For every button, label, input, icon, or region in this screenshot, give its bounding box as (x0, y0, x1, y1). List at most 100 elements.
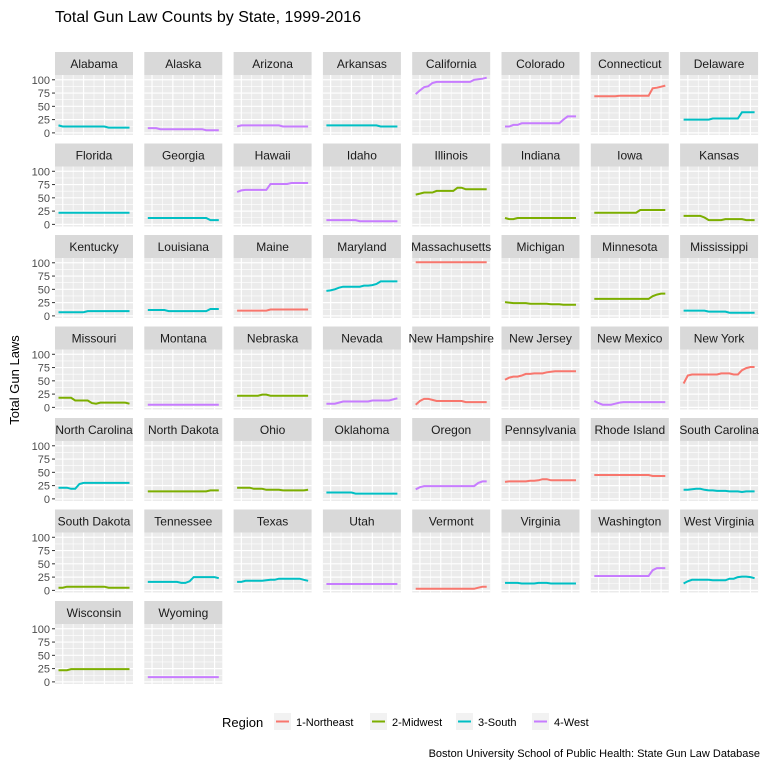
facet-strip (144, 509, 223, 533)
facet-strip (412, 143, 491, 167)
series-line-maryland (326, 280, 398, 292)
y-tick-label: 100 (32, 532, 50, 544)
series-line-south-dakota (58, 585, 130, 589)
facet-strip (322, 52, 401, 75)
facet-panel: New York (680, 326, 759, 410)
facet-strip-label: Wisconsin (67, 606, 122, 620)
series-line-virginia (505, 581, 576, 585)
y-tick-label: 50 (38, 101, 50, 113)
y-tick-label: 75 (38, 363, 50, 375)
facet-strip (144, 601, 223, 624)
facet-strip (412, 509, 491, 533)
facet-panel: Illinois (412, 143, 491, 227)
series-line-alaska (147, 127, 219, 132)
series-line-louisiana (147, 308, 219, 313)
y-tick-label: 100 (32, 349, 50, 361)
series-line-wisconsin (58, 668, 130, 672)
series-line-arizona (236, 124, 309, 128)
facet-panel: Hawaii (233, 143, 312, 227)
y-tick-label: 0 (44, 219, 50, 231)
facet-strip (55, 509, 133, 533)
facet-panel: Vermont (412, 509, 491, 593)
facet-panel: Idaho (322, 143, 401, 227)
series-line-delaware (683, 111, 755, 121)
y-tick-label: 75 (38, 637, 50, 649)
facet-strip-label: West Virginia (684, 515, 755, 529)
facet-panel: New Hampshire (409, 326, 494, 410)
y-tick-label: 75 (38, 271, 50, 283)
chart-caption: Boston University School of Public Healt… (429, 748, 760, 760)
y-tick-label: 100 (32, 166, 50, 178)
facet-strip-label: Michigan (516, 240, 564, 254)
facet-strip (144, 326, 223, 350)
y-tick-label: 100 (32, 258, 50, 270)
y-tick-label: 100 (32, 441, 50, 453)
facet-strip (412, 235, 491, 258)
facet-panel: Connecticut (590, 52, 669, 135)
series-line-vermont (415, 585, 487, 590)
y-tick-label: 100 (32, 624, 50, 636)
facet-strip-label: Idaho (347, 149, 377, 163)
facet-strip-label: Delaware (694, 57, 745, 71)
y-tick-label: 50 (38, 650, 50, 662)
facet-strip-label: Oregon (431, 423, 471, 437)
facet-strip (680, 509, 759, 533)
facet-strip-label: Ohio (260, 423, 286, 437)
y-tick-label: 25 (38, 389, 50, 401)
y-tick-label: 0 (44, 677, 50, 689)
facet-strip (590, 326, 669, 350)
facet-strip (322, 235, 401, 258)
facet-strip (322, 509, 401, 533)
facet-panel: Massachusetts (411, 235, 491, 318)
facet-panel: Utah (322, 509, 401, 593)
facet-panel: Georgia (144, 143, 223, 227)
series-line-oregon (415, 480, 487, 491)
facet-strip (233, 235, 312, 258)
y-tick-label: 100 (32, 75, 50, 87)
facet-strip-label: Georgia (162, 149, 205, 163)
facet-panel: Louisiana (144, 235, 223, 318)
facet-strip-label: Maine (256, 240, 289, 254)
series-line-indiana (504, 217, 576, 221)
y-tick-label: 25 (38, 481, 50, 493)
facet-strip-label: Connecticut (598, 57, 662, 71)
series-line-texas (237, 577, 309, 583)
y-tick-label: 0 (44, 494, 50, 506)
legend-item: 4-West (532, 713, 589, 730)
facet-strip (144, 52, 223, 75)
series-line-georgia (147, 217, 219, 222)
legend-label: 4-West (554, 717, 589, 729)
facet-panel: Indiana (501, 143, 580, 227)
series-line-mississippi (683, 309, 755, 314)
series-line-north-carolina (58, 481, 130, 490)
facet-strip-label: New Jersey (509, 332, 572, 346)
facet-panel: California (412, 52, 491, 135)
facet-panel: Alaska (144, 52, 223, 135)
facet-panel: North Dakota (144, 418, 223, 501)
facet-strip-label: Louisiana (158, 240, 210, 254)
facet-strip (501, 143, 580, 167)
facet-strip-label: South Carolina (679, 423, 759, 437)
y-tick-label: 0 (44, 311, 50, 323)
facet-strip-label: North Dakota (148, 423, 219, 437)
y-tick-label: 0 (44, 128, 50, 140)
facet-strip-label: Kansas (699, 149, 739, 163)
facet-strip-label: South Dakota (58, 515, 131, 529)
facet-strip-label: Florida (76, 149, 113, 163)
series-line-arkansas (326, 124, 398, 128)
y-tick-label: 50 (38, 193, 50, 205)
y-tick-label: 25 (38, 115, 50, 127)
facet-panel: Oregon (412, 418, 491, 501)
y-tick-label: 75 (38, 546, 50, 558)
facet-strip (55, 235, 133, 258)
series-line-west-virginia (683, 575, 755, 585)
facet-strip-label: Montana (160, 332, 207, 346)
facet-panel: Montana (144, 326, 223, 410)
facet-strip (322, 418, 401, 441)
facet-strip (680, 418, 759, 441)
